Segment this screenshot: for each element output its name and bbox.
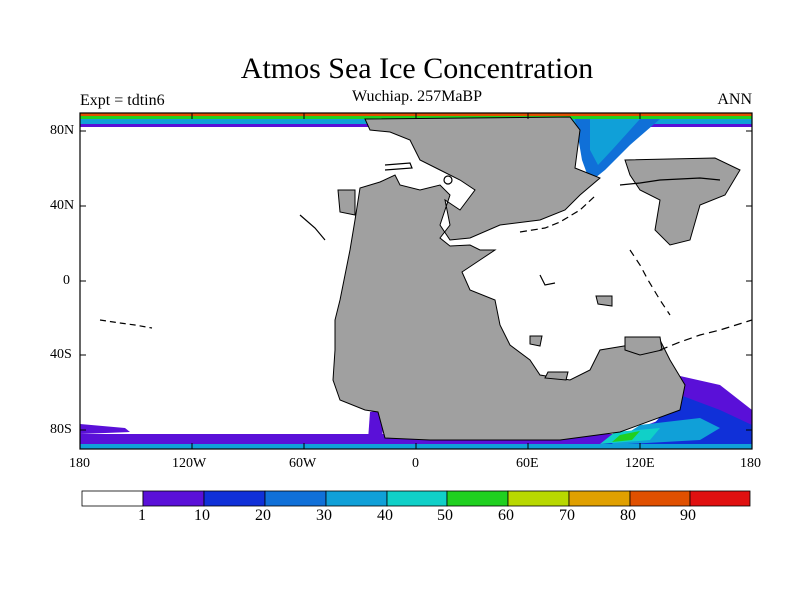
colorbar-label: 30 — [316, 507, 332, 524]
colorbar-swatch — [386, 490, 448, 507]
axis-ticks — [80, 113, 752, 449]
colorbar-swatch — [81, 490, 144, 507]
land-island — [595, 295, 613, 307]
figure-title: Atmos Sea Ice Concentration — [240, 52, 594, 85]
x-tick-label: 180 — [740, 456, 761, 471]
x-tick-label: 60E — [516, 456, 539, 471]
x-tick-label: 60W — [289, 456, 317, 471]
sea-ice-south-east — [612, 431, 640, 442]
sea-ice-south-west — [80, 424, 130, 434]
land-pangaea — [332, 116, 686, 441]
colorbar-label: 90 — [680, 507, 696, 524]
colorbar-swatch — [264, 490, 327, 507]
colorbar-label: 40 — [377, 507, 393, 524]
colorbar-label: 50 — [437, 507, 453, 524]
sea-ice-arctic-east — [590, 119, 640, 165]
y-tick-label: 80S — [50, 422, 72, 437]
colorbar-swatch — [446, 490, 509, 507]
colorbar-swatch — [689, 490, 751, 507]
land-island — [529, 335, 543, 347]
y-tick-label: 40S — [50, 347, 72, 362]
colorbar-label: 20 — [255, 507, 271, 524]
y-tick-label: 0 — [63, 273, 70, 288]
y-tick-label: 40N — [50, 198, 75, 213]
colorbar-label: 1 — [138, 507, 146, 524]
land-island — [624, 336, 663, 356]
colorbar-label: 10 — [194, 507, 210, 524]
colorbar — [81, 490, 751, 507]
experiment-label: Expt = tdtin6 — [80, 92, 165, 109]
x-tick-label: 0 — [412, 456, 419, 471]
map-panel — [80, 113, 752, 449]
colorbar-swatch — [507, 490, 570, 507]
colorbar-swatch — [203, 490, 266, 507]
x-tick-label: 120E — [625, 456, 655, 471]
colorbar-label: 80 — [620, 507, 636, 524]
land-cathaysia — [624, 157, 741, 246]
coastlines — [99, 162, 752, 351]
colorbar-swatch — [325, 490, 388, 507]
y-tick-label: 80N — [50, 123, 75, 138]
figure-subtitle: Wuchiap. 257MaBP — [351, 88, 482, 105]
land-island — [544, 371, 569, 381]
colorbar-label: 70 — [559, 507, 575, 524]
season-label: ANN — [717, 91, 752, 108]
colorbar-label: 60 — [498, 507, 514, 524]
colorbar-swatch — [142, 490, 205, 507]
colorbar-swatch — [629, 490, 691, 507]
colorbar-swatch — [568, 490, 631, 507]
x-tick-label: 180 — [69, 456, 90, 471]
x-tick-label: 120W — [172, 456, 207, 471]
land-island — [337, 189, 356, 216]
